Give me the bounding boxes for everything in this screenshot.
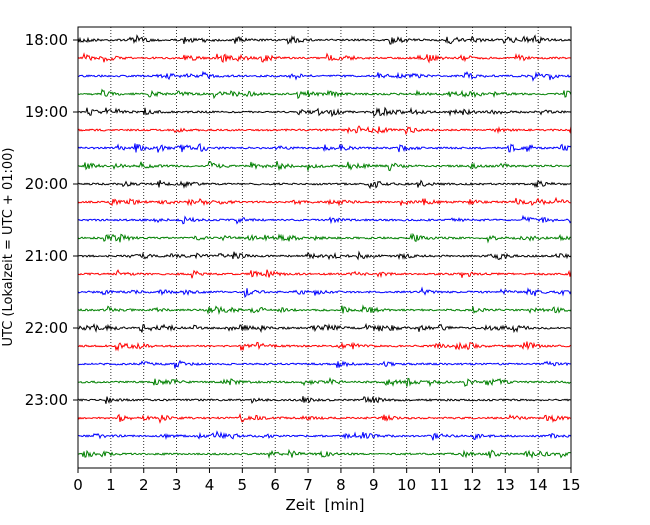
x-tick-label: 9 [369,476,379,494]
trace-1800 [77,34,572,45]
trace-2345 [77,448,572,460]
y-tick-label: 20:00 [25,175,68,193]
trace-2230 [77,359,572,369]
trace-2145 [77,304,572,315]
trace-1915 [77,125,572,136]
seismic-traces [77,34,572,460]
trace-2200 [77,322,572,334]
y-tick-label: 19:00 [25,103,68,121]
trace-2115 [77,269,572,279]
x-tick-label: 10 [397,476,416,494]
trace-1930 [77,143,572,153]
y-tick-label: 18:00 [25,31,68,49]
x-tick-label: 13 [496,476,515,494]
trace-2330 [77,430,572,441]
x-tick-label: 5 [238,476,248,494]
y-tick-label: 21:00 [25,247,68,265]
trace-2015 [77,196,572,207]
x-tick-label: 3 [172,476,182,494]
trace-2000 [77,179,572,190]
trace-2300 [77,396,572,404]
trace-1900 [77,106,572,118]
trace-1830 [77,70,572,82]
x-tick-label: 4 [205,476,215,494]
y-tick-label: 22:00 [25,319,68,337]
x-tick-label: 1 [106,476,116,494]
trace-2045 [77,232,572,244]
trace-1945 [77,161,572,172]
x-tick-label: 15 [561,476,580,494]
x-tick-label: 7 [303,476,313,494]
trace-2315 [77,412,572,424]
y-tick-label: 23:00 [25,391,68,409]
x-tick-label: 2 [139,476,149,494]
x-axis-label: Zeit [min] [285,496,364,514]
x-tick-label: 0 [73,476,83,494]
x-tick-label: 12 [463,476,482,494]
plot-frame [77,26,572,469]
x-tick-label: 11 [430,476,449,494]
x-tick-label: 8 [336,476,346,494]
x-tick-label: 6 [270,476,280,494]
trace-1845 [77,88,572,100]
trace-1815 [77,52,572,64]
trace-2245 [77,377,572,388]
trace-2100 [77,250,572,261]
trace-2030 [77,214,572,225]
trace-2215 [77,341,572,352]
x-axis-ticks: 0 1 2 3 4 5 6 7 8 9 10 11 12 13 14 15 [73,468,581,494]
trace-2130 [77,286,572,298]
y-axis-label: UTC (Lokalzeit = UTC + 01:00) [1,148,16,347]
x-tick-label: 14 [529,476,548,494]
y-axis-ticks: 18:00 19:00 20:00 21:00 22:00 23:00 [25,31,78,409]
